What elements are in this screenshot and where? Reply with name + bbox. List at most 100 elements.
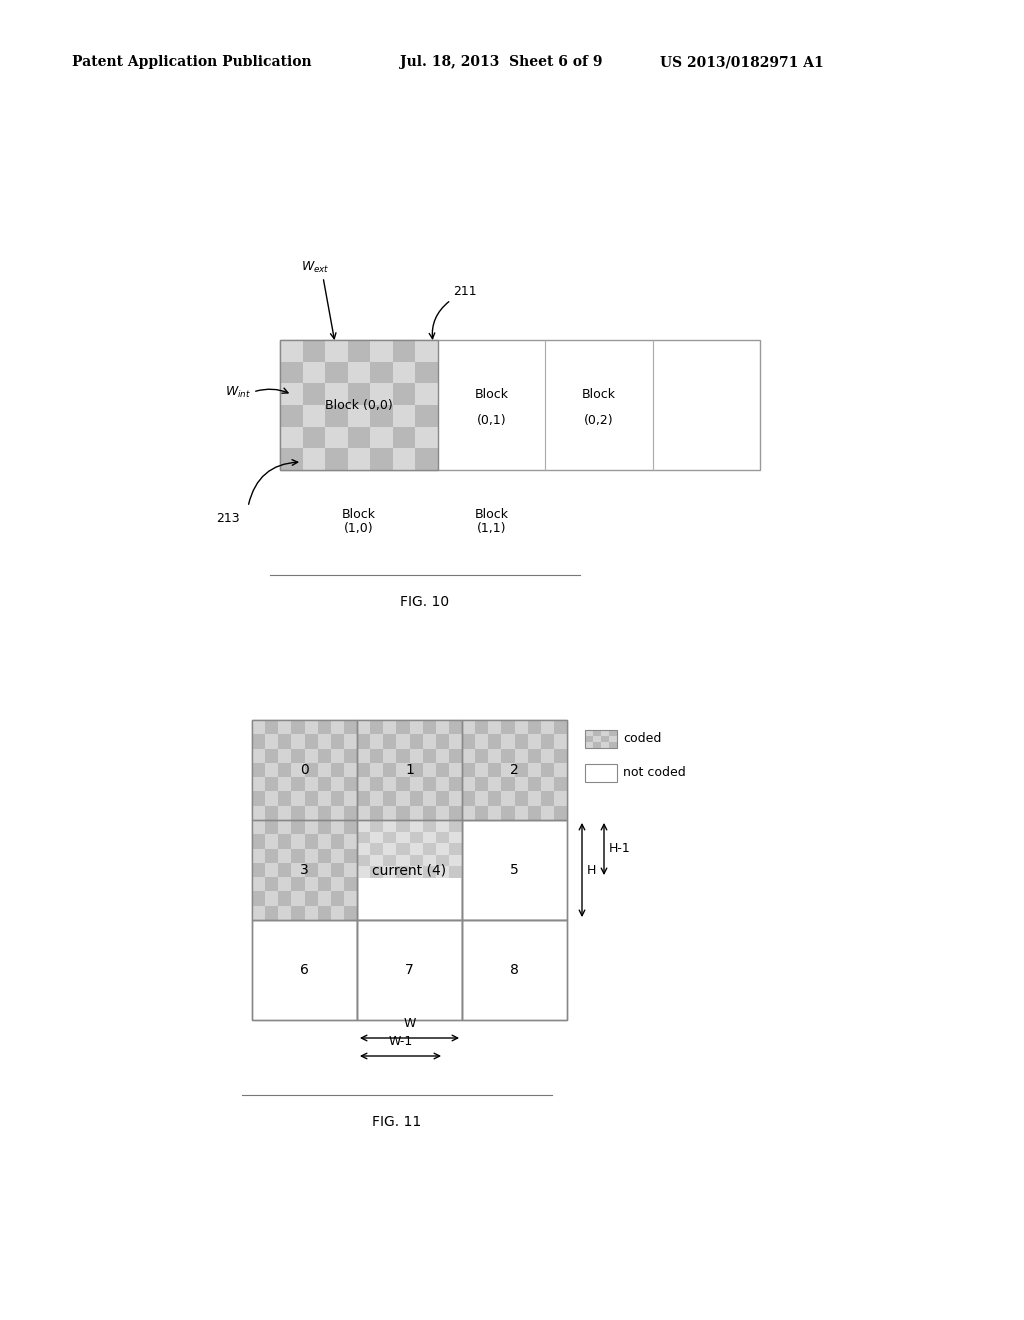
Bar (252, 906, 265, 920)
Bar (436, 866, 449, 878)
Bar (475, 748, 488, 763)
Bar (416, 362, 438, 383)
Bar (317, 805, 331, 820)
Text: 2: 2 (510, 763, 519, 777)
Bar (344, 891, 357, 906)
Bar (462, 763, 475, 777)
Bar (252, 777, 265, 792)
Bar (279, 849, 292, 863)
Bar (383, 748, 396, 763)
Text: W-1: W-1 (388, 1035, 413, 1048)
Bar (410, 832, 423, 843)
Bar (331, 805, 344, 820)
Bar (371, 383, 393, 405)
Bar (462, 719, 475, 734)
Bar (383, 832, 396, 843)
Bar (554, 805, 567, 820)
Bar (304, 834, 317, 849)
Bar (331, 863, 344, 878)
Bar (541, 792, 554, 805)
Bar (423, 763, 436, 777)
Bar (383, 855, 396, 866)
Text: 3: 3 (300, 863, 309, 876)
Bar (279, 878, 292, 891)
Bar (396, 855, 410, 866)
Bar (462, 920, 567, 1020)
Bar (436, 748, 449, 763)
Bar (488, 748, 502, 763)
Text: Jul. 18, 2013  Sheet 6 of 9: Jul. 18, 2013 Sheet 6 of 9 (400, 55, 602, 69)
Bar (436, 719, 449, 734)
Bar (304, 805, 317, 820)
Bar (304, 906, 317, 920)
Bar (252, 792, 265, 805)
Text: Block (0,0): Block (0,0) (326, 399, 393, 412)
Bar (370, 805, 383, 820)
Bar (265, 763, 279, 777)
Bar (357, 763, 370, 777)
Bar (370, 832, 383, 843)
Bar (396, 763, 410, 777)
Text: $W_{ext}$: $W_{ext}$ (301, 260, 330, 275)
Bar (357, 792, 370, 805)
Bar (410, 855, 423, 866)
Bar (331, 763, 344, 777)
Bar (436, 820, 449, 832)
Bar (449, 805, 462, 820)
Bar (416, 449, 438, 470)
Bar (449, 792, 462, 805)
Bar (292, 906, 304, 920)
Bar (502, 748, 514, 763)
Bar (396, 866, 410, 878)
Bar (279, 734, 292, 748)
Bar (292, 820, 304, 834)
Bar (449, 843, 462, 855)
Bar (292, 891, 304, 906)
Bar (554, 763, 567, 777)
Bar (292, 748, 304, 763)
Bar (265, 792, 279, 805)
Bar (302, 405, 326, 426)
Bar (326, 449, 348, 470)
Bar (554, 719, 567, 734)
Bar (502, 734, 514, 748)
Bar (292, 849, 304, 863)
Bar (423, 719, 436, 734)
Bar (331, 834, 344, 849)
Bar (554, 734, 567, 748)
Bar (252, 719, 265, 734)
Bar (541, 777, 554, 792)
Bar (462, 748, 475, 763)
Bar (475, 763, 488, 777)
Text: Block: Block (475, 508, 509, 521)
Bar (348, 383, 371, 405)
Bar (265, 734, 279, 748)
Bar (370, 792, 383, 805)
Bar (585, 730, 617, 748)
Bar (396, 832, 410, 843)
Bar (252, 891, 265, 906)
Bar (383, 792, 396, 805)
Bar (502, 792, 514, 805)
Bar (279, 834, 292, 849)
Bar (279, 748, 292, 763)
Bar (410, 843, 423, 855)
Bar (601, 730, 609, 737)
Bar (449, 777, 462, 792)
Bar (252, 763, 265, 777)
Bar (436, 734, 449, 748)
Bar (292, 763, 304, 777)
Text: (0,1): (0,1) (477, 414, 507, 428)
Bar (280, 449, 302, 470)
Bar (371, 405, 393, 426)
Bar (462, 820, 567, 920)
Bar (265, 906, 279, 920)
Bar (527, 734, 541, 748)
Bar (436, 855, 449, 866)
Bar (331, 748, 344, 763)
Bar (265, 777, 279, 792)
Bar (383, 820, 396, 832)
Bar (252, 863, 265, 878)
Bar (302, 383, 326, 405)
Bar (279, 805, 292, 820)
